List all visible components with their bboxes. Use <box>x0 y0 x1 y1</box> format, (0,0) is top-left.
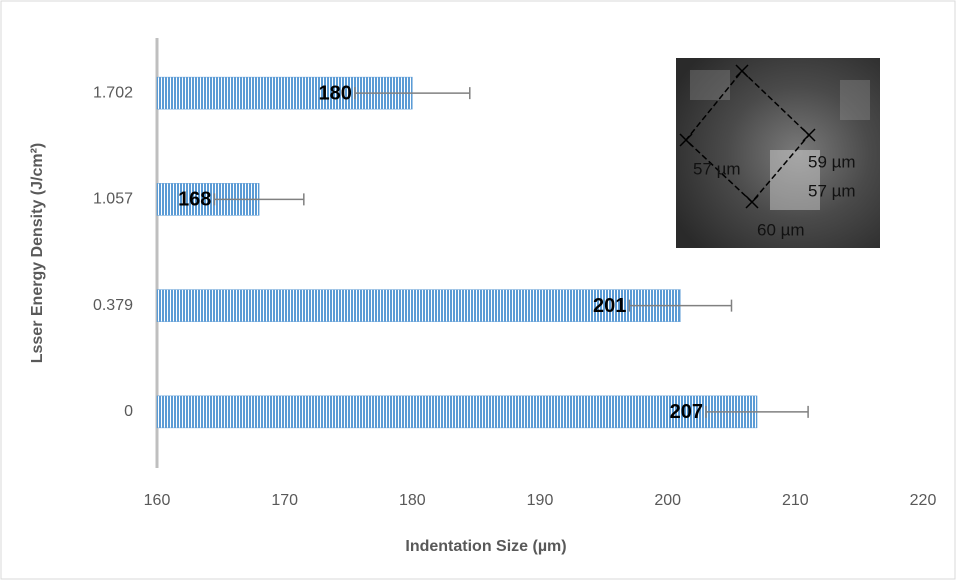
y-tick-label: 0 <box>124 403 133 420</box>
y-tick-label: 1.702 <box>93 84 133 101</box>
data-label: 168 <box>178 189 211 211</box>
x-tick-label: 160 <box>144 492 171 509</box>
data-label: 201 <box>593 295 626 317</box>
y-tick-label: 0.379 <box>93 297 133 314</box>
x-tick-label: 200 <box>654 492 681 509</box>
chart: Indentation Size (µm) Lsser Energy Densi… <box>0 0 956 580</box>
inset-label: 57 µm <box>693 159 741 178</box>
inset-label: 59 µm <box>808 152 856 171</box>
page: Indentation Size (µm) Lsser Energy Densi… <box>0 0 956 585</box>
data-label: 207 <box>670 401 703 423</box>
y-axis-title: Lsser Energy Density (J/cm²) <box>29 143 46 364</box>
x-tick-label: 170 <box>271 492 298 509</box>
inset-label: 60 µm <box>757 220 805 239</box>
y-tick-label: 1.057 <box>93 191 133 208</box>
bar <box>157 396 757 428</box>
inset-label: 57 µm <box>808 181 856 200</box>
data-label: 180 <box>319 82 352 104</box>
x-tick-label: 220 <box>910 492 937 509</box>
x-tick-label: 210 <box>782 492 809 509</box>
x-tick-label: 180 <box>399 492 426 509</box>
x-axis-title: Indentation Size (µm) <box>405 538 566 555</box>
x-tick-label: 190 <box>527 492 554 509</box>
